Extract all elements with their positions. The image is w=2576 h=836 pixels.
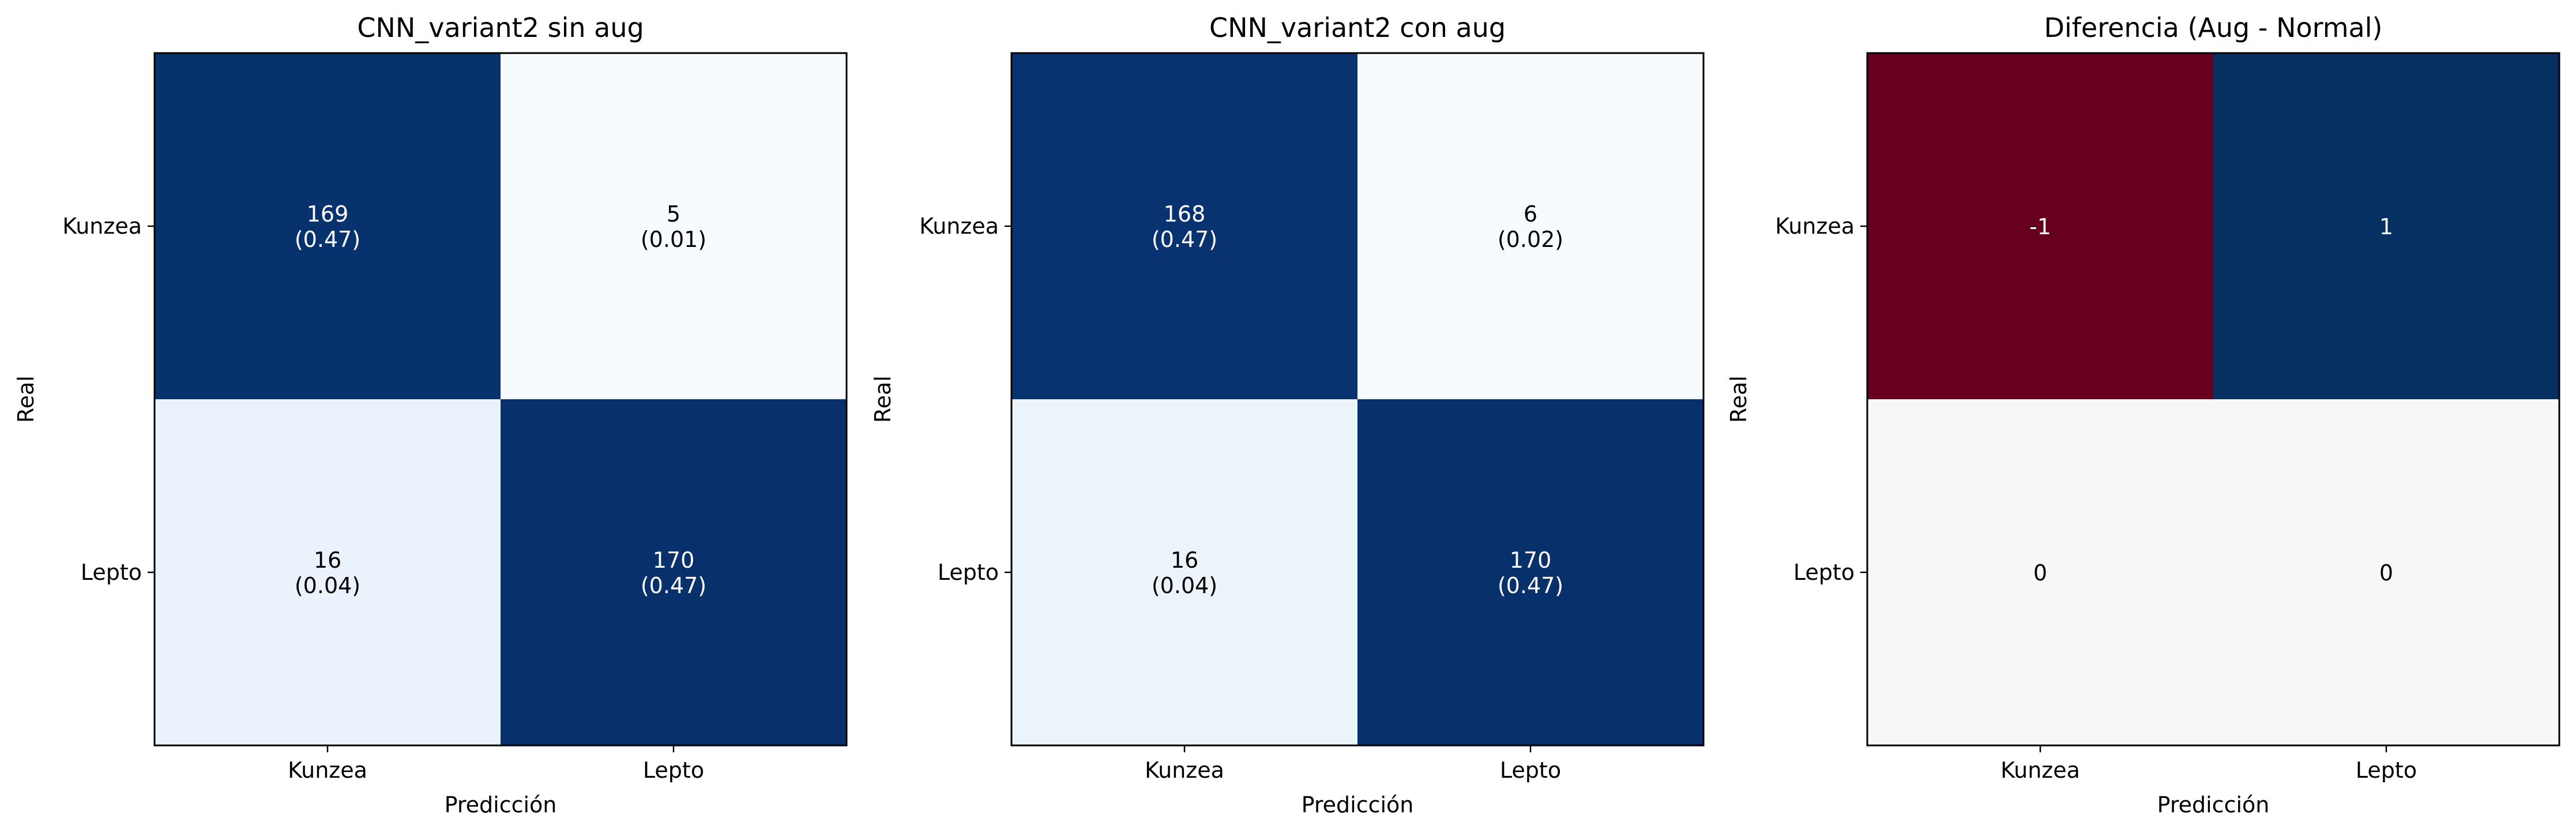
heatmap-cell <box>155 53 501 399</box>
confusion-matrix-panel-2: 168(0.47)6(0.02)16(0.04)170(0.47)Kunzea L… <box>870 12 1705 818</box>
axes-frame <box>1866 52 2560 747</box>
y-tick-label: Kunzea <box>919 213 999 239</box>
cell-count-label: 170 <box>653 548 695 573</box>
heatmap-cell <box>1011 53 1357 399</box>
heatmap-cell <box>2213 53 2559 399</box>
cell-proportion-label: (0.01) <box>641 227 706 252</box>
x-axis-label: Predicción <box>445 792 557 818</box>
cell-count-label: 168 <box>1164 201 1206 227</box>
cell-proportion-label: (0.02) <box>1498 227 1563 252</box>
x-axis-label: Predicción <box>2157 792 2270 818</box>
y-tick-label: Kunzea <box>1775 213 1855 239</box>
cell-count-label: 169 <box>307 201 349 227</box>
axes-frame <box>1010 52 1705 747</box>
y-axis-label: Real <box>1726 376 1751 423</box>
y-tick-label: Lepto <box>938 560 999 585</box>
cell-count-label: 16 <box>1171 548 1198 573</box>
x-tick-label: Kunzea <box>288 758 367 783</box>
y-axis-label: Real <box>870 376 896 423</box>
heatmap-cell <box>1867 53 2213 399</box>
cell-proportion-label: (0.04) <box>1152 573 1217 598</box>
y-tick-label: Lepto <box>81 560 142 585</box>
heatmap-cell <box>1357 399 1703 745</box>
chart-title: CNN_variant2 sin aug <box>357 12 644 43</box>
chart-title: CNN_variant2 con aug <box>1209 12 1506 43</box>
axes-frame <box>153 52 848 747</box>
cell-proportion-label: (0.47) <box>1152 227 1217 252</box>
cell-proportion-label: (0.47) <box>1498 573 1563 598</box>
y-tick-label: Lepto <box>1793 560 1855 585</box>
chart-title: Diferencia (Aug - Normal) <box>2044 12 2383 43</box>
cell-value-label: 1 <box>2379 214 2393 239</box>
cell-count-label: 6 <box>1524 201 1537 227</box>
cell-proportion-label: (0.47) <box>641 573 706 598</box>
x-tick-label: Kunzea <box>2000 758 2080 783</box>
confusion-matrix-panel-1: 169(0.47)5(0.01)16(0.04)170(0.47)Kunzea L… <box>13 12 848 818</box>
x-tick-label: Kunzea <box>1145 758 1224 783</box>
heatmap-cell <box>1011 399 1357 745</box>
x-tick-label: Lepto <box>1500 758 1561 783</box>
y-axis-label: Real <box>13 376 39 423</box>
cell-value-label: 0 <box>2379 560 2393 586</box>
cell-count-label: 170 <box>1510 548 1552 573</box>
cell-value-label: -1 <box>2029 214 2051 239</box>
cell-value-label: 0 <box>2033 560 2047 586</box>
y-tick-label: Kunzea <box>62 213 142 239</box>
x-tick-label: Lepto <box>643 758 704 783</box>
x-tick-label: Lepto <box>2356 758 2417 783</box>
heatmap-cell <box>1357 53 1703 399</box>
cell-proportion-label: (0.47) <box>295 227 360 252</box>
cell-count-label: 16 <box>314 548 341 573</box>
confusion-matrix-panel-3: -1 1 0 0 Kunzea Lepto Kunzea Lepto Diferencia (A… <box>1726 12 2560 818</box>
heatmap-cell <box>501 53 847 399</box>
cell-count-label: 5 <box>667 201 680 227</box>
heatmap-cell <box>501 399 847 745</box>
heatmap-cell <box>1867 399 2213 745</box>
cell-proportion-label: (0.04) <box>295 573 360 598</box>
heatmap-cell <box>155 399 501 745</box>
x-axis-label: Predicción <box>1302 792 1414 818</box>
heatmap-cell <box>2213 399 2559 745</box>
